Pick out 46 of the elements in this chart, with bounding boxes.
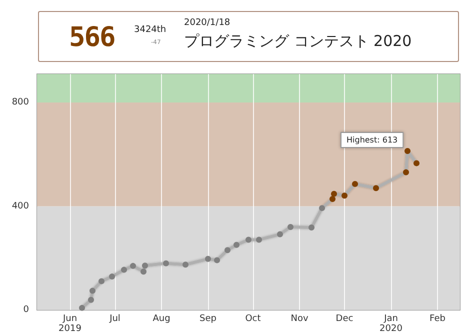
- point: [373, 185, 379, 192]
- point: [234, 242, 240, 248]
- x-tick-label: Jun 2019: [58, 314, 82, 334]
- point: [352, 180, 358, 187]
- point: [130, 262, 136, 269]
- point: [319, 205, 325, 212]
- x-tick-label: Jul: [108, 314, 120, 324]
- point: [246, 236, 252, 243]
- chart-subtitle: 2020/1/18: [184, 18, 230, 28]
- y-tick-label: 0: [23, 305, 30, 315]
- x-tick-label: Dec: [336, 314, 354, 324]
- point: [140, 268, 146, 275]
- point: [256, 236, 262, 243]
- point: [308, 224, 314, 231]
- point: [331, 190, 337, 197]
- x-tick-label: Aug: [152, 314, 170, 324]
- point: [224, 247, 230, 254]
- y-tick-label: 800: [12, 98, 30, 108]
- point: [182, 262, 188, 268]
- x-tick-label: Sep: [200, 314, 217, 324]
- point: [121, 266, 127, 273]
- point: [414, 160, 420, 166]
- y-tick-label: 400: [12, 201, 30, 212]
- point: [403, 169, 409, 176]
- point: [163, 260, 169, 266]
- point: [142, 262, 148, 269]
- x-tick-label: Oct: [245, 314, 262, 324]
- x-tick-label: Jan 2020: [380, 314, 403, 334]
- point: [288, 224, 294, 230]
- point: [90, 288, 96, 294]
- point: [277, 231, 283, 238]
- point: [79, 304, 85, 311]
- chart-title: プログラミング コンテスト 2020: [184, 32, 412, 51]
- text: 566: [69, 22, 115, 53]
- point: [404, 148, 410, 154]
- point: [109, 274, 115, 280]
- point: [98, 278, 104, 284]
- point: [214, 257, 220, 264]
- point: [88, 296, 94, 303]
- point: [205, 256, 211, 262]
- point: [330, 196, 336, 202]
- x-tick-label: Feb: [430, 314, 446, 324]
- point: [342, 192, 348, 199]
- text: 3424th: [134, 25, 166, 35]
- annotation: Highest: 613: [346, 136, 398, 145]
- x-tick-label: Nov: [290, 314, 309, 324]
